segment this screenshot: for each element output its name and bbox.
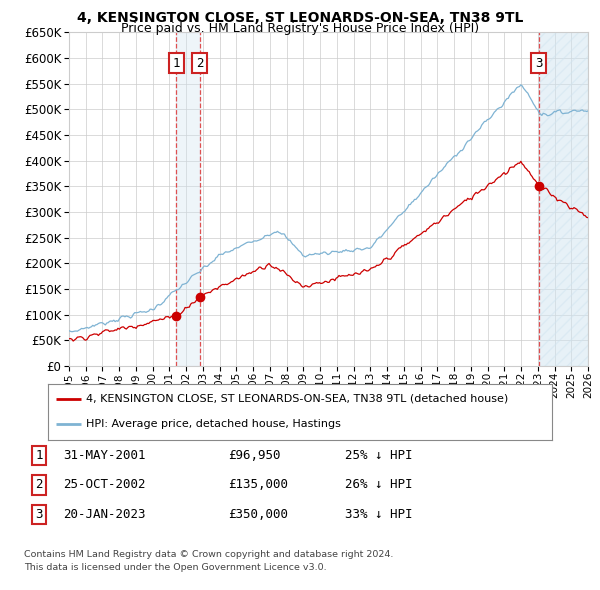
Text: 2: 2 [35,478,43,491]
Text: HPI: Average price, detached house, Hastings: HPI: Average price, detached house, Hast… [86,419,341,430]
Text: 2: 2 [196,57,203,70]
Text: 4, KENSINGTON CLOSE, ST LEONARDS-ON-SEA, TN38 9TL (detached house): 4, KENSINGTON CLOSE, ST LEONARDS-ON-SEA,… [86,394,508,404]
Text: 33% ↓ HPI: 33% ↓ HPI [345,508,413,521]
Text: 20-JAN-2023: 20-JAN-2023 [63,508,146,521]
Text: This data is licensed under the Open Government Licence v3.0.: This data is licensed under the Open Gov… [24,563,326,572]
Text: 26% ↓ HPI: 26% ↓ HPI [345,478,413,491]
Text: 31-MAY-2001: 31-MAY-2001 [63,449,146,462]
Bar [539,32,588,366]
Text: 3: 3 [35,508,43,521]
Bar [176,32,200,366]
Text: Contains HM Land Registry data © Crown copyright and database right 2024.: Contains HM Land Registry data © Crown c… [24,550,394,559]
Text: Price paid vs. HM Land Registry's House Price Index (HPI): Price paid vs. HM Land Registry's House … [121,22,479,35]
Text: 25% ↓ HPI: 25% ↓ HPI [345,449,413,462]
Text: 25-OCT-2002: 25-OCT-2002 [63,478,146,491]
Text: 1: 1 [173,57,180,70]
Text: 4, KENSINGTON CLOSE, ST LEONARDS-ON-SEA, TN38 9TL: 4, KENSINGTON CLOSE, ST LEONARDS-ON-SEA,… [77,11,523,25]
Text: 3: 3 [535,57,542,70]
Text: £135,000: £135,000 [228,478,288,491]
Text: £350,000: £350,000 [228,508,288,521]
Text: 1: 1 [35,449,43,462]
Text: £96,950: £96,950 [228,449,281,462]
